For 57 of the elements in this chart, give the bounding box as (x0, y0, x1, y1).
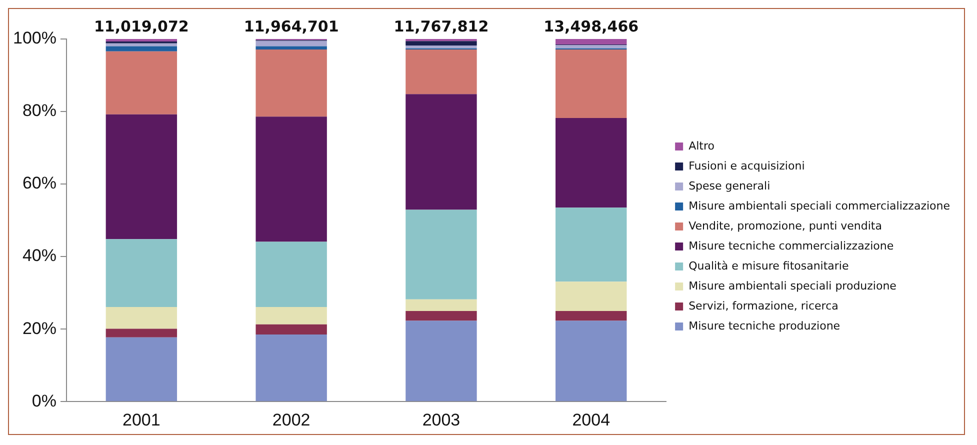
bar (106, 239, 178, 307)
bar (556, 208, 627, 282)
x-tick-label: 2002 (272, 410, 310, 430)
legend-label: Misure ambientali speciali produzione (688, 279, 897, 292)
bar (406, 310, 477, 321)
annotation: 13,498,466 (544, 17, 639, 36)
bar (106, 39, 178, 42)
bar (106, 306, 178, 329)
legend-label: Servizi, formazione, ricerca (688, 299, 838, 312)
bar (556, 45, 627, 48)
bar (256, 46, 327, 50)
bar (556, 118, 627, 208)
bar (256, 116, 327, 242)
annotation: 11,767,812 (394, 17, 489, 36)
bar (106, 43, 178, 46)
bar (106, 114, 178, 240)
y-tick-label: 100% (12, 28, 56, 48)
bar (256, 334, 327, 402)
bar (106, 328, 178, 338)
bar (406, 41, 477, 46)
bar (556, 320, 627, 402)
bar (556, 310, 627, 321)
x-tick-label: 2004 (572, 410, 610, 430)
bar (406, 50, 477, 94)
legend-label: Misure tecniche commercializzazione (688, 239, 894, 252)
bar (406, 94, 477, 210)
legend-label: Misure tecniche produzione (688, 319, 840, 332)
y-tick-label: 60% (22, 174, 56, 193)
x-tick-label: 2001 (122, 410, 160, 430)
bar (406, 320, 477, 402)
bar (556, 39, 627, 44)
bar (256, 306, 327, 324)
bar (556, 50, 627, 118)
bar (106, 51, 178, 114)
y-tick-label: 20% (22, 318, 56, 338)
bar (406, 46, 477, 48)
bar (406, 299, 477, 311)
legend-label: Spese generali (688, 179, 770, 192)
bar (406, 210, 477, 300)
bar (256, 50, 327, 117)
x-tick-label: 2003 (422, 410, 460, 430)
legend-label: Vendite, promozione, punti vendita (688, 219, 882, 232)
bar (256, 324, 327, 335)
y-tick-label: 80% (22, 101, 56, 120)
bar (556, 282, 627, 311)
y-tick-label: 40% (22, 246, 56, 266)
legend-label: Altro (688, 139, 715, 152)
legend-label: Misure ambientali speciali commercializzazione (688, 199, 950, 212)
bar (256, 40, 327, 46)
annotation: 11,019,072 (94, 17, 189, 36)
annotation: 11,964,701 (244, 17, 339, 36)
legend-label: Qualità e misure fitosanitarie (688, 259, 849, 272)
legend-label: Fusioni e acquisizioni (688, 159, 805, 172)
y-tick-label: 0% (32, 391, 56, 410)
bar (106, 46, 178, 52)
bar (106, 337, 178, 402)
bar (256, 242, 327, 307)
